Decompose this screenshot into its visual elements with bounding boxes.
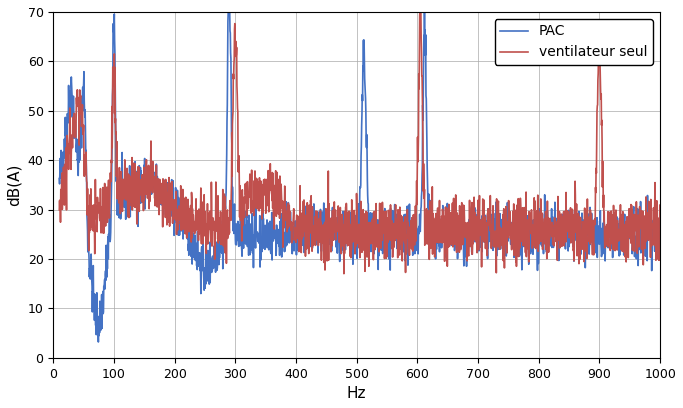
- PAC: [86, 268, 94, 273]
- Y-axis label: dB(A): dB(A): [7, 164, 22, 206]
- ventilateur seul: [639, 262, 647, 267]
- ventilateur seul: [639, 236, 647, 241]
- ventilateur seul: [656, 222, 664, 226]
- ventilateur seul: [529, 239, 537, 244]
- Line: PAC: PAC: [59, 12, 660, 342]
- PAC: [639, 228, 647, 233]
- ventilateur seul: [86, 221, 94, 226]
- ventilateur seul: [348, 197, 356, 202]
- PAC: [348, 237, 356, 242]
- ventilateur seul: [416, 9, 424, 14]
- PAC: [55, 176, 64, 181]
- Legend: PAC, ventilateur seul: PAC, ventilateur seul: [494, 19, 653, 65]
- PAC: [332, 244, 340, 249]
- ventilateur seul: [55, 207, 64, 212]
- ventilateur seul: [331, 208, 339, 213]
- Line: ventilateur seul: ventilateur seul: [59, 12, 660, 274]
- PAC: [639, 236, 647, 241]
- PAC: [529, 252, 537, 257]
- PAC: [225, 9, 233, 14]
- ventilateur seul: [340, 271, 348, 276]
- PAC: [94, 339, 102, 344]
- PAC: [656, 241, 664, 246]
- X-axis label: Hz: Hz: [347, 386, 366, 401]
